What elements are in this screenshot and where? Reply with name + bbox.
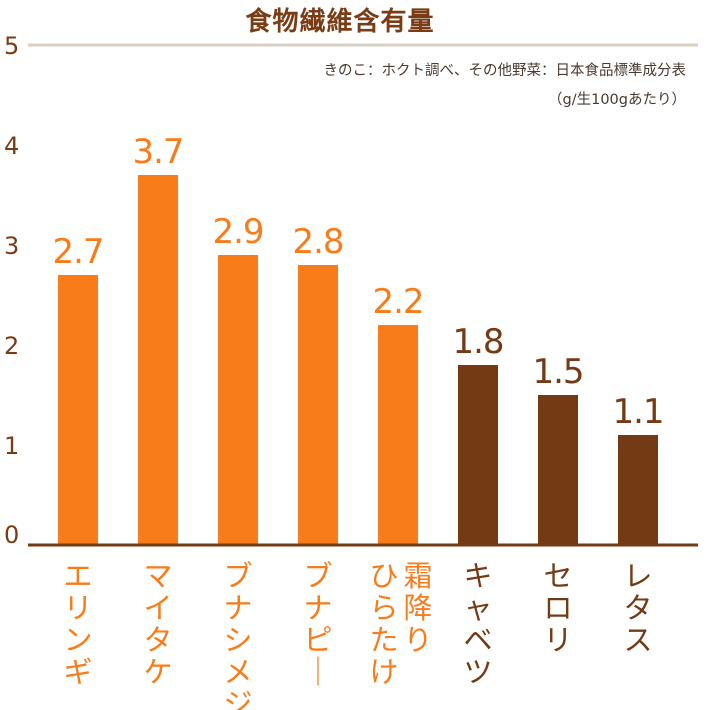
category-label: マ <box>143 559 172 593</box>
category-label: ブ <box>303 559 332 593</box>
category-label: イ <box>143 591 172 625</box>
category-label: た <box>369 623 398 657</box>
category-label: ギ <box>63 655 92 689</box>
value-label: 1.1 <box>612 392 663 432</box>
category-label: ナ <box>303 591 332 625</box>
category-label: ｜ <box>303 655 332 689</box>
category-label: 降 <box>403 591 432 625</box>
category-label: セ <box>543 559 572 593</box>
category-label: ロ <box>543 591 572 625</box>
bar <box>58 275 98 545</box>
y-tick-label: 0 <box>4 521 19 549</box>
bars <box>58 175 658 545</box>
category-label: メ <box>223 655 252 689</box>
bar <box>618 435 658 545</box>
category-label: レ <box>623 559 652 593</box>
y-tick-label: 1 <box>4 432 19 460</box>
bar <box>378 325 418 545</box>
category-label: ナ <box>223 591 252 625</box>
category-label: ベ <box>463 623 492 657</box>
value-label: 2.9 <box>212 212 263 252</box>
category-label: リ <box>63 591 92 625</box>
value-label: 3.7 <box>132 132 183 172</box>
y-tick-label: 3 <box>4 232 19 260</box>
y-tick-label: 2 <box>4 332 19 360</box>
value-label: 1.8 <box>452 322 503 362</box>
category-label: エ <box>63 559 92 593</box>
category-label: 霜 <box>403 559 432 593</box>
category-label: ツ <box>463 655 492 689</box>
category-label: キ <box>463 559 492 593</box>
category-label: タ <box>143 623 172 657</box>
category-label: ン <box>63 623 92 657</box>
category-label: ケ <box>143 655 172 689</box>
category-label: ャ <box>463 591 492 625</box>
category-label: リ <box>543 623 572 657</box>
source-note: きのこ：ホクト調べ、その他野菜：日本食品標準成分表 <box>324 62 687 79</box>
category-label: ジ <box>223 687 252 710</box>
bar <box>298 265 338 545</box>
category-label: り <box>403 623 432 657</box>
category-label: シ <box>223 623 252 657</box>
value-label: 2.2 <box>372 282 423 322</box>
bar <box>538 395 578 545</box>
chart-title: 食物繊維含有量 <box>245 6 434 37</box>
category-label: け <box>369 655 398 689</box>
category-label: ら <box>369 591 398 625</box>
value-label: 2.7 <box>52 232 103 272</box>
category-label: ス <box>623 623 652 657</box>
category-label: ピ <box>303 623 332 657</box>
value-label: 1.5 <box>532 352 583 392</box>
bar <box>218 255 258 545</box>
value-label: 2.8 <box>292 222 343 262</box>
category-label: ひ <box>369 559 398 593</box>
y-axis-ticks: 0 1 2 3 4 5 <box>4 32 19 549</box>
category-label: タ <box>623 591 652 625</box>
y-tick-label: 4 <box>4 132 19 160</box>
value-labels: 2.7 3.7 2.9 2.8 2.2 1.8 1.5 1.1 <box>52 132 664 432</box>
y-tick-label: 5 <box>4 32 19 60</box>
unit-note: （g/生100gあたり） <box>548 91 686 108</box>
bar <box>138 175 178 545</box>
category-label: ブ <box>223 559 252 593</box>
bar <box>458 365 498 545</box>
